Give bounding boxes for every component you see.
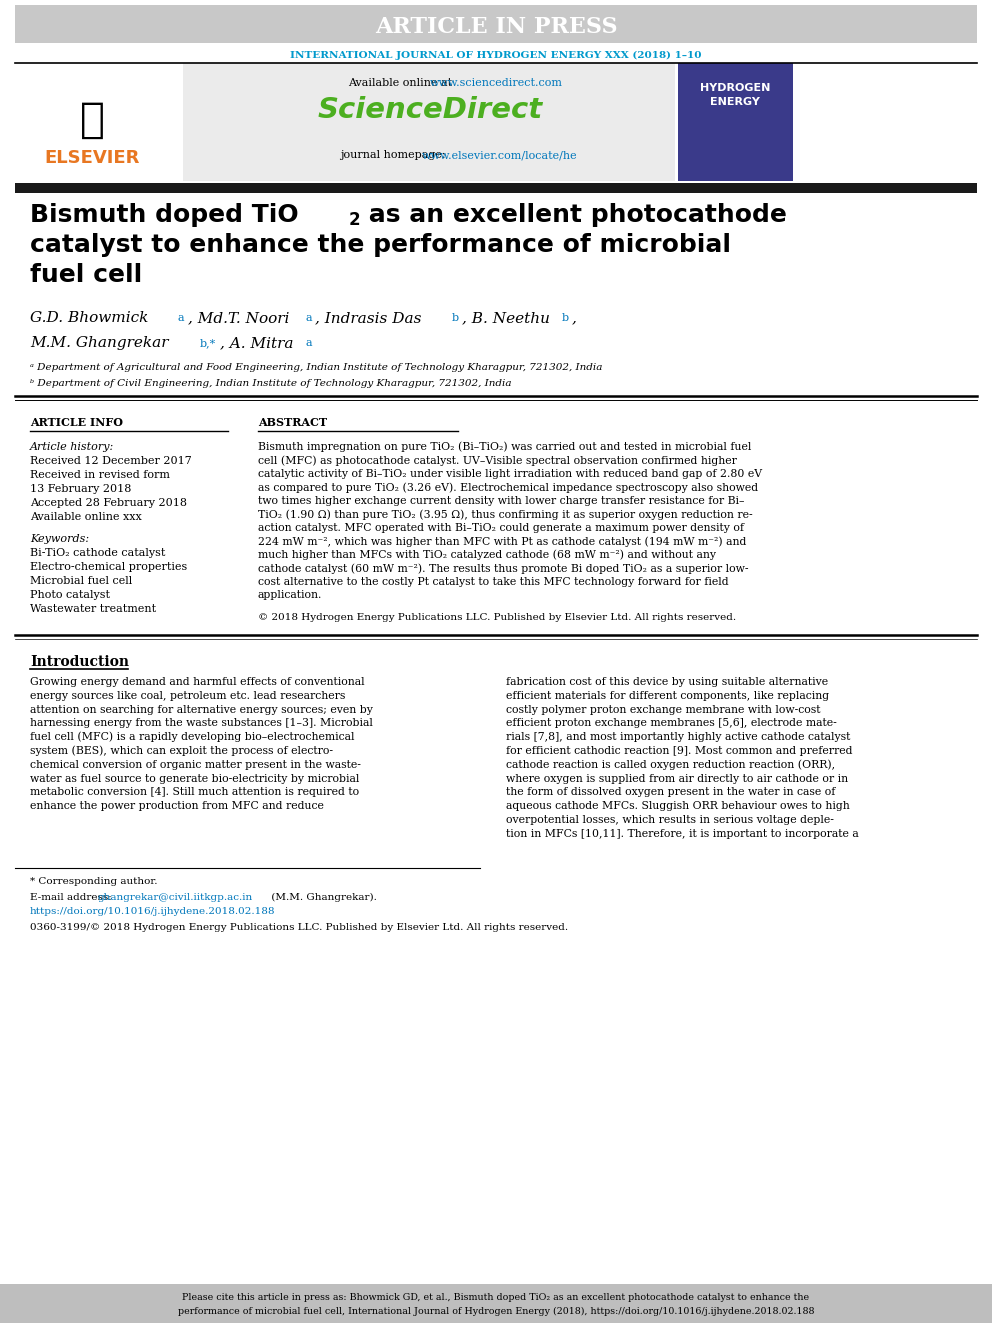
Text: where oxygen is supplied from air directly to air cathode or in: where oxygen is supplied from air direct… xyxy=(506,774,848,783)
Text: a: a xyxy=(305,337,311,348)
Text: application.: application. xyxy=(258,590,322,601)
Text: Available online at: Available online at xyxy=(348,78,455,89)
Text: ENERGY: ENERGY xyxy=(710,97,760,107)
Text: Introduction: Introduction xyxy=(30,655,129,669)
Text: ABSTRACT: ABSTRACT xyxy=(258,417,327,427)
Text: Accepted 28 February 2018: Accepted 28 February 2018 xyxy=(30,497,187,508)
Text: harnessing energy from the waste substances [1–3]. Microbial: harnessing energy from the waste substan… xyxy=(30,718,373,729)
Text: www.sciencedirect.com: www.sciencedirect.com xyxy=(430,78,563,89)
Text: , B. Neethu: , B. Neethu xyxy=(462,311,555,325)
Text: Photo catalyst: Photo catalyst xyxy=(30,590,110,601)
Text: , A. Mitra: , A. Mitra xyxy=(220,336,299,351)
Text: overpotential losses, which results in serious voltage deple-: overpotential losses, which results in s… xyxy=(506,815,834,826)
Text: , Md.T. Noori: , Md.T. Noori xyxy=(188,311,290,325)
Text: the form of dissolved oxygen present in the water in case of: the form of dissolved oxygen present in … xyxy=(506,787,835,798)
Text: 13 February 2018: 13 February 2018 xyxy=(30,484,131,493)
Text: 224 mW m⁻², which was higher than MFC with Pt as cathode catalyst (194 mW m⁻²) a: 224 mW m⁻², which was higher than MFC wi… xyxy=(258,536,746,546)
Text: Electro-chemical properties: Electro-chemical properties xyxy=(30,562,187,572)
Text: a: a xyxy=(178,314,185,323)
Text: b: b xyxy=(562,314,569,323)
Text: G.D. Bhowmick: G.D. Bhowmick xyxy=(30,311,153,325)
Text: cell (MFC) as photocathode catalyst. UV–Visible spectral observation confirmed h: cell (MFC) as photocathode catalyst. UV–… xyxy=(258,455,737,466)
Text: (M.M. Ghangrekar).: (M.M. Ghangrekar). xyxy=(268,893,377,901)
Text: tion in MFCs [10,11]. Therefore, it is important to incorporate a: tion in MFCs [10,11]. Therefore, it is i… xyxy=(506,828,859,839)
Bar xyxy=(183,64,675,181)
Text: 2: 2 xyxy=(349,210,361,229)
Text: * Corresponding author.: * Corresponding author. xyxy=(30,877,158,886)
Text: cathode reaction is called oxygen reduction reaction (ORR),: cathode reaction is called oxygen reduct… xyxy=(506,759,835,770)
Text: Available online xxx: Available online xxx xyxy=(30,512,142,523)
Text: for efficient cathodic reaction [9]. Most common and preferred: for efficient cathodic reaction [9]. Mos… xyxy=(506,746,852,755)
Text: Bismuth impregnation on pure TiO₂ (Bi–TiO₂) was carried out and tested in microb: Bismuth impregnation on pure TiO₂ (Bi–Ti… xyxy=(258,442,751,452)
Text: ᵇ Department of Civil Engineering, Indian Institute of Technology Kharagpur, 721: ᵇ Department of Civil Engineering, India… xyxy=(30,380,512,389)
Text: fabrication cost of this device by using suitable alternative: fabrication cost of this device by using… xyxy=(506,677,828,687)
Text: ARTICLE INFO: ARTICLE INFO xyxy=(30,417,123,427)
Text: as compared to pure TiO₂ (3.26 eV). Electrochemical impedance spectroscopy also : as compared to pure TiO₂ (3.26 eV). Elec… xyxy=(258,482,758,492)
Text: ,: , xyxy=(572,311,577,325)
Text: action catalyst. MFC operated with Bi–TiO₂ could generate a maximum power densit: action catalyst. MFC operated with Bi–Ti… xyxy=(258,523,744,533)
Text: https://doi.org/10.1016/j.ijhydene.2018.02.188: https://doi.org/10.1016/j.ijhydene.2018.… xyxy=(30,908,276,917)
Text: INTERNATIONAL JOURNAL OF HYDROGEN ENERGY XXX (2018) 1–10: INTERNATIONAL JOURNAL OF HYDROGEN ENERGY… xyxy=(291,50,701,60)
Text: TiO₂ (1.90 Ω) than pure TiO₂ (3.95 Ω), thus confirming it as superior oxygen red: TiO₂ (1.90 Ω) than pure TiO₂ (3.95 Ω), t… xyxy=(258,509,753,520)
Text: Received 12 December 2017: Received 12 December 2017 xyxy=(30,456,191,466)
Text: two times higher exchange current density with lower charge transfer resistance : two times higher exchange current densit… xyxy=(258,496,745,505)
Text: Keywords:: Keywords: xyxy=(30,534,89,544)
Text: ghangrekar@civil.iitkgp.ac.in: ghangrekar@civil.iitkgp.ac.in xyxy=(98,893,253,901)
Text: energy sources like coal, petroleum etc. lead researchers: energy sources like coal, petroleum etc.… xyxy=(30,691,345,701)
Text: HYDROGEN: HYDROGEN xyxy=(699,83,770,93)
Text: Wastewater treatment: Wastewater treatment xyxy=(30,605,156,614)
Text: a: a xyxy=(305,314,311,323)
Text: costly polymer proton exchange membrane with low-cost: costly polymer proton exchange membrane … xyxy=(506,705,820,714)
Text: journal homepage:: journal homepage: xyxy=(340,149,449,160)
Text: metabolic conversion [4]. Still much attention is required to: metabolic conversion [4]. Still much att… xyxy=(30,787,359,798)
Text: fuel cell: fuel cell xyxy=(30,263,142,287)
Text: enhance the power production from MFC and reduce: enhance the power production from MFC an… xyxy=(30,802,323,811)
Text: © 2018 Hydrogen Energy Publications LLC. Published by Elsevier Ltd. All rights r: © 2018 Hydrogen Energy Publications LLC.… xyxy=(258,614,736,623)
Bar xyxy=(0,1285,992,1323)
Text: much higher than MFCs with TiO₂ catalyzed cathode (68 mW m⁻²) and without any: much higher than MFCs with TiO₂ catalyze… xyxy=(258,550,716,560)
Text: system (BES), which can exploit the process of electro-: system (BES), which can exploit the proc… xyxy=(30,746,333,757)
Text: www.elsevier.com/locate/he: www.elsevier.com/locate/he xyxy=(422,149,577,160)
Text: rials [7,8], and most importantly highly active cathode catalyst: rials [7,8], and most importantly highly… xyxy=(506,732,850,742)
Text: efficient proton exchange membranes [5,6], electrode mate-: efficient proton exchange membranes [5,6… xyxy=(506,718,836,729)
Text: b,*: b,* xyxy=(200,337,216,348)
Text: Article history:: Article history: xyxy=(30,442,114,452)
Text: Bi-TiO₂ cathode catalyst: Bi-TiO₂ cathode catalyst xyxy=(30,548,166,558)
Text: fuel cell (MFC) is a rapidly developing bio–electrochemical: fuel cell (MFC) is a rapidly developing … xyxy=(30,732,354,742)
Text: Please cite this article in press as: Bhowmick GD, et al., Bismuth doped TiO₂ as: Please cite this article in press as: Bh… xyxy=(183,1293,809,1302)
Text: catalytic activity of Bi–TiO₂ under visible light irradiation with reduced band : catalytic activity of Bi–TiO₂ under visi… xyxy=(258,468,762,479)
Text: 🌲: 🌲 xyxy=(79,99,104,142)
Text: catalyst to enhance the performance of microbial: catalyst to enhance the performance of m… xyxy=(30,233,731,257)
Text: b: b xyxy=(452,314,459,323)
Text: as an excellent photocathode: as an excellent photocathode xyxy=(360,202,787,228)
Text: ELSEVIER: ELSEVIER xyxy=(45,149,140,167)
Text: Received in revised form: Received in revised form xyxy=(30,470,170,480)
Text: E-mail address:: E-mail address: xyxy=(30,893,115,901)
Text: Growing energy demand and harmful effects of conventional: Growing energy demand and harmful effect… xyxy=(30,677,365,687)
Text: M.M. Ghangrekar: M.M. Ghangrekar xyxy=(30,336,174,351)
Text: efficient materials for different components, like replacing: efficient materials for different compon… xyxy=(506,691,829,701)
Text: Bismuth doped TiO: Bismuth doped TiO xyxy=(30,202,299,228)
Text: ARTICLE IN PRESS: ARTICLE IN PRESS xyxy=(375,16,617,38)
Bar xyxy=(15,5,977,44)
Text: , Indrasis Das: , Indrasis Das xyxy=(315,311,427,325)
Bar xyxy=(15,183,977,193)
Text: ᵃ Department of Agricultural and Food Engineering, Indian Institute of Technolog: ᵃ Department of Agricultural and Food En… xyxy=(30,364,602,373)
Text: cost alternative to the costly Pt catalyst to take this MFC technology forward f: cost alternative to the costly Pt cataly… xyxy=(258,577,729,587)
Text: 0360-3199/© 2018 Hydrogen Energy Publications LLC. Published by Elsevier Ltd. Al: 0360-3199/© 2018 Hydrogen Energy Publica… xyxy=(30,922,568,931)
Text: ScienceDirect: ScienceDirect xyxy=(317,97,543,124)
Text: chemical conversion of organic matter present in the waste-: chemical conversion of organic matter pr… xyxy=(30,759,361,770)
Text: Microbial fuel cell: Microbial fuel cell xyxy=(30,576,132,586)
Text: attention on searching for alternative energy sources; even by: attention on searching for alternative e… xyxy=(30,705,373,714)
Text: cathode catalyst (60 mW m⁻²). The results thus promote Bi doped TiO₂ as a superi: cathode catalyst (60 mW m⁻²). The result… xyxy=(258,564,749,574)
Text: water as fuel source to generate bio-electricity by microbial: water as fuel source to generate bio-ele… xyxy=(30,774,359,783)
Bar xyxy=(678,64,793,181)
Text: performance of microbial fuel cell, International Journal of Hydrogen Energy (20: performance of microbial fuel cell, Inte… xyxy=(178,1306,814,1315)
Text: aqueous cathode MFCs. Sluggish ORR behaviour owes to high: aqueous cathode MFCs. Sluggish ORR behav… xyxy=(506,802,850,811)
